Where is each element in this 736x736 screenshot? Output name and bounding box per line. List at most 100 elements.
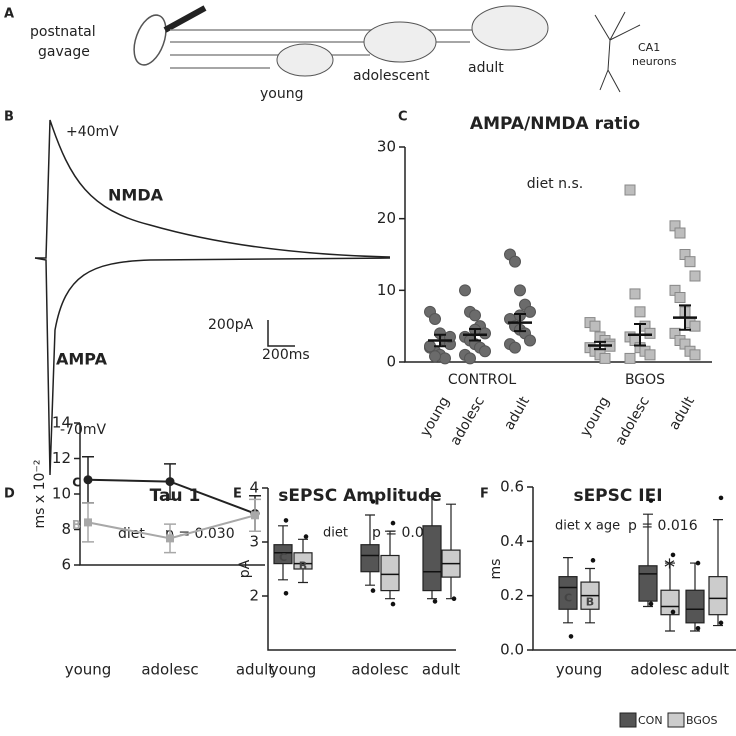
point [429,313,441,325]
outlier [590,558,596,563]
scale-label: 200ms [262,347,310,363]
x-tick-label: young [65,661,112,679]
box [558,576,578,610]
x-tick-label: adult [501,394,533,433]
point [644,349,656,361]
error-bar [594,340,606,351]
point [509,341,521,354]
annotation: diet n.s. [527,176,583,192]
error-bar [679,304,691,331]
chart-title: sEPSC Amplitude [278,486,441,506]
box-tag: B [299,559,307,572]
point [634,306,646,318]
point [251,511,259,520]
x-tick-label: young [270,661,317,679]
point [509,255,521,268]
error-bar [634,323,646,347]
point [674,227,686,239]
annotation: p = 0.030 [165,526,235,542]
outlier [390,601,396,607]
box [638,565,658,602]
box-tag: B [586,595,594,608]
point [469,309,481,322]
annotation: diet [323,526,348,541]
annotation: diet x age [555,519,620,534]
gavage-label: gavage [38,44,90,60]
error-bar [434,333,446,348]
box [273,544,293,565]
outlier [370,588,376,593]
outlier [718,620,724,626]
point [689,349,701,361]
chart-title: Tau 1 [150,486,201,506]
x-tick-label: adult [666,394,698,433]
y-tick-label: 12 [52,449,71,467]
point [624,184,636,196]
stage-label: adult [468,60,504,76]
mouse [471,5,549,51]
outlier [670,552,676,558]
gavage-label: postnatal [30,24,96,40]
point [629,288,641,300]
series-label: B [72,518,81,532]
y-tick-label: 2 [249,587,259,605]
chart-title: AMPA/NMDA ratio [470,114,640,134]
y-tick-label: 0.4 [500,532,524,550]
trace-label: NMDA [108,186,164,205]
point [644,327,656,339]
neuron-label: CA1 [638,41,660,54]
box-tag: C [564,591,572,604]
point [84,518,92,527]
x-tick-label: young [417,394,453,440]
outlier [695,560,701,566]
nmda-trace [35,119,391,259]
point [424,340,436,353]
voltage-label: +40mV [66,124,119,140]
legend-swatch [667,712,685,728]
outlier [670,609,676,615]
point [439,352,451,365]
group-label: CONTROL [448,372,517,388]
point [589,320,601,332]
point [524,334,536,347]
scale-bar [267,320,295,347]
point [429,350,441,363]
panel-letter: D [4,487,15,502]
series-label: C [72,475,81,489]
stage-label: young [260,86,303,102]
y-tick-label: 6 [61,556,71,574]
group-label: BGOS [625,372,665,388]
y-tick-label: 0 [386,353,396,371]
outlier [568,634,574,639]
pup [133,14,167,66]
outlier [695,625,701,631]
legend-swatch [619,712,637,728]
error-bar [469,328,481,342]
y-tick-label: 0.0 [500,641,524,659]
outlier [718,495,724,501]
axis [532,487,736,651]
point [514,284,526,297]
y-tick-label: 14 [52,414,71,432]
trace-label: AMPA [56,350,108,369]
x-tick-label: adult [422,661,460,679]
outlier [432,599,438,604]
panel-b: +40mV NMDA 200pA 200ms AMPA -70mV [34,119,391,476]
y-axis-label: ms [488,559,504,580]
legend-label: BGOS [686,714,718,727]
x-tick-label: adolesc [630,661,687,679]
neuron [594,11,641,93]
point [524,305,536,318]
box [293,552,313,570]
panel-letter: C [398,110,408,125]
panel-letter: A [4,7,14,22]
mouse [276,43,334,77]
panel-letter: B [4,110,14,125]
point [459,284,471,297]
y-tick-label: 10 [377,281,396,299]
panel-letter: F [480,487,489,502]
box [685,589,705,624]
stage-label: adolescent [353,68,430,84]
outlier [283,518,289,523]
